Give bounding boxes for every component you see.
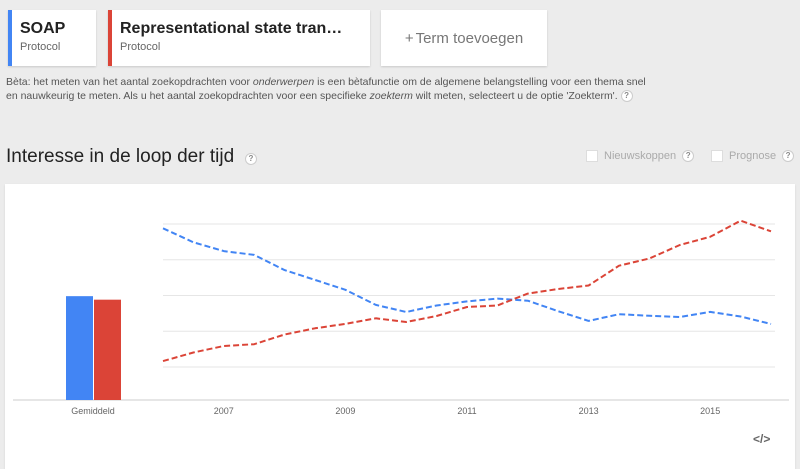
news-headlines-checkbox[interactable]: [586, 150, 598, 162]
data-point[interactable]: [221, 250, 227, 256]
beta-emphasis: zoekterm: [369, 90, 413, 102]
data-point[interactable]: [434, 301, 440, 307]
data-point[interactable]: [282, 333, 288, 339]
beta-text: wilt meten, selecteert u de optie 'Zoekt…: [412, 90, 618, 102]
data-point[interactable]: [707, 235, 713, 241]
news-headlines-label: Nieuwskoppen: [604, 150, 677, 162]
data-point[interactable]: [160, 225, 166, 231]
add-term-label: Term toevoegen: [415, 29, 524, 47]
data-point[interactable]: [434, 313, 440, 319]
term-color-bar: [8, 10, 12, 66]
data-point[interactable]: [373, 317, 379, 323]
x-tick-label: 2007: [214, 406, 234, 416]
data-point[interactable]: [403, 310, 409, 316]
data-point[interactable]: [251, 340, 257, 346]
data-point[interactable]: [616, 264, 622, 270]
data-point[interactable]: [707, 310, 713, 316]
average-bar[interactable]: [66, 296, 93, 400]
beta-notice: Bèta: het meten van het aantal zoekopdra…: [6, 75, 656, 103]
data-point[interactable]: [251, 251, 257, 257]
data-point[interactable]: [525, 297, 531, 303]
beta-text: is een bètafunctie om de algemene belang…: [6, 76, 646, 102]
data-point[interactable]: [342, 320, 348, 326]
data-point[interactable]: [738, 314, 744, 320]
news-headlines-option[interactable]: Nieuwskoppen ?: [586, 150, 695, 162]
forecast-label: Prognose: [729, 150, 777, 162]
data-point[interactable]: [312, 278, 318, 284]
data-point[interactable]: [494, 295, 500, 301]
data-point[interactable]: [677, 241, 683, 247]
data-point[interactable]: [282, 267, 288, 273]
term-color-bar: [108, 10, 112, 66]
section-title: Interesse in de loop der tijd: [6, 146, 235, 167]
data-point[interactable]: [646, 255, 652, 261]
data-point[interactable]: [586, 281, 592, 287]
beta-emphasis: onderwerpen: [252, 76, 315, 88]
x-tick-label: 2013: [579, 406, 599, 416]
data-point[interactable]: [494, 301, 500, 307]
data-point[interactable]: [464, 305, 470, 311]
data-point[interactable]: [555, 287, 561, 293]
data-point[interactable]: [312, 325, 318, 331]
term-category: Protocol: [120, 41, 161, 53]
data-point[interactable]: [768, 320, 774, 326]
term-card-soap[interactable]: SOAP Protocol: [8, 10, 96, 66]
term-category: Protocol: [20, 41, 61, 53]
data-point[interactable]: [403, 318, 409, 324]
data-point[interactable]: [586, 317, 592, 323]
data-point[interactable]: [190, 350, 196, 356]
beta-text: Bèta: het meten van het aantal zoekopdra…: [6, 76, 253, 88]
data-point[interactable]: [342, 285, 348, 291]
x-tick-label: 2015: [700, 406, 720, 416]
add-term-button[interactable]: + Term toevoegen: [381, 10, 547, 66]
data-point[interactable]: [677, 313, 683, 319]
embed-code-icon[interactable]: </>: [753, 432, 771, 446]
x-tick-label: 2009: [335, 406, 355, 416]
data-point[interactable]: [738, 217, 744, 223]
data-point[interactable]: [373, 303, 379, 309]
data-point[interactable]: [160, 357, 166, 363]
help-icon[interactable]: ?: [782, 150, 795, 162]
data-point[interactable]: [190, 238, 196, 244]
data-point[interactable]: [616, 311, 622, 317]
plus-icon: +: [404, 29, 414, 47]
data-point[interactable]: [768, 228, 774, 234]
data-point[interactable]: [464, 300, 470, 306]
data-point[interactable]: [646, 314, 652, 320]
average-label: Gemiddeld: [71, 406, 115, 416]
help-icon[interactable]: ?: [620, 90, 633, 103]
help-icon[interactable]: ?: [245, 153, 257, 165]
chart-panel: Gemiddeld 2007 2009 2011 2013 2015 </>: [5, 184, 795, 469]
data-point[interactable]: [525, 291, 531, 297]
x-tick-label: 2011: [457, 406, 476, 416]
series-line[interactable]: [162, 227, 772, 325]
data-point[interactable]: [221, 344, 227, 350]
term-name: SOAP: [20, 20, 66, 37]
help-icon[interactable]: ?: [682, 150, 695, 162]
interest-over-time-chart: Gemiddeld 2007 2009 2011 2013 2015: [13, 217, 789, 416]
forecast-option[interactable]: Prognose ?: [711, 150, 795, 162]
term-name: Representational state tran…: [120, 20, 343, 37]
data-point[interactable]: [555, 310, 561, 316]
forecast-checkbox[interactable]: [711, 150, 723, 162]
term-card-rest[interactable]: Representational state tran… Protocol: [108, 10, 370, 66]
average-bar[interactable]: [94, 299, 121, 400]
series-line[interactable]: [162, 219, 772, 363]
